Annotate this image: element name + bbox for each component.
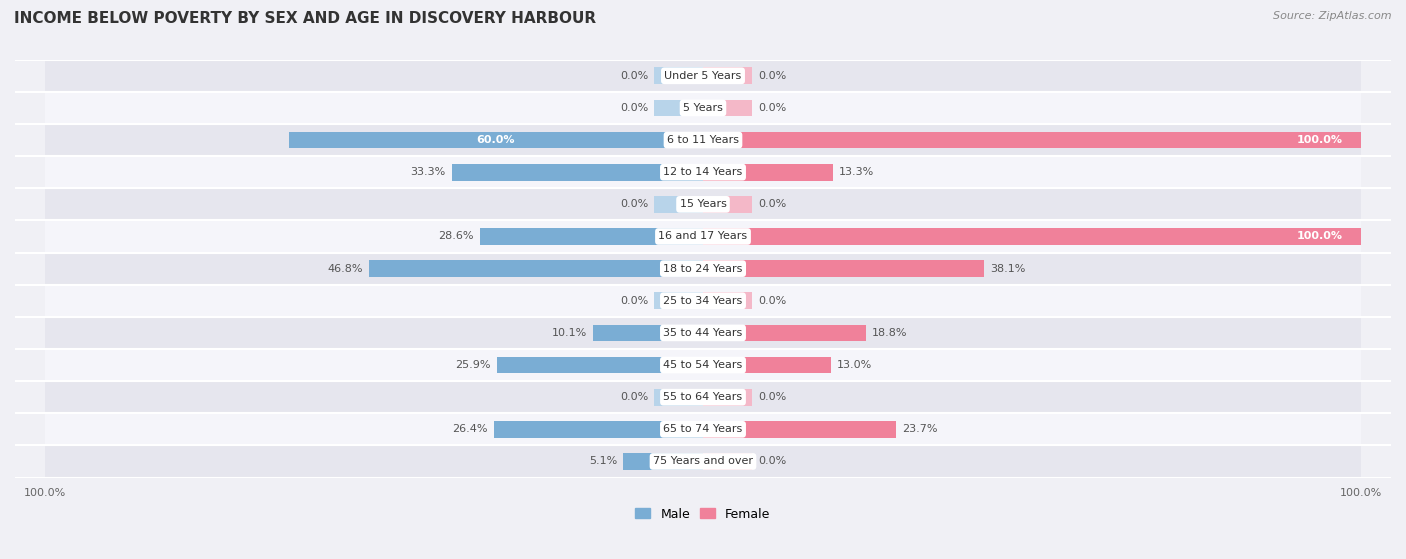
Legend: Male, Female: Male, Female bbox=[630, 503, 776, 525]
Text: 0.0%: 0.0% bbox=[620, 71, 648, 81]
Bar bbox=[703, 357, 831, 373]
Bar bbox=[45, 317, 1361, 349]
Bar bbox=[703, 100, 752, 116]
Bar bbox=[703, 421, 752, 438]
Bar bbox=[654, 196, 703, 213]
Text: Under 5 Years: Under 5 Years bbox=[665, 71, 741, 81]
Bar bbox=[45, 413, 1361, 446]
Text: 0.0%: 0.0% bbox=[758, 457, 786, 466]
Bar bbox=[45, 60, 1361, 92]
Bar bbox=[654, 132, 703, 149]
Bar bbox=[703, 164, 752, 181]
Text: Source: ZipAtlas.com: Source: ZipAtlas.com bbox=[1274, 11, 1392, 21]
Text: 0.0%: 0.0% bbox=[758, 103, 786, 113]
Bar bbox=[45, 156, 1361, 188]
Text: 12 to 14 Years: 12 to 14 Years bbox=[664, 167, 742, 177]
Bar bbox=[654, 325, 703, 341]
Bar bbox=[703, 228, 1361, 245]
Bar bbox=[45, 220, 1361, 253]
Text: 10.1%: 10.1% bbox=[551, 328, 586, 338]
Text: 13.3%: 13.3% bbox=[839, 167, 875, 177]
Bar bbox=[703, 389, 752, 405]
Text: INCOME BELOW POVERTY BY SEX AND AGE IN DISCOVERY HARBOUR: INCOME BELOW POVERTY BY SEX AND AGE IN D… bbox=[14, 11, 596, 26]
Bar bbox=[703, 453, 752, 470]
Bar bbox=[451, 164, 703, 181]
Text: 6 to 11 Years: 6 to 11 Years bbox=[666, 135, 740, 145]
Bar bbox=[481, 228, 703, 245]
Bar bbox=[703, 421, 896, 438]
Text: 16 and 17 Years: 16 and 17 Years bbox=[658, 231, 748, 241]
Bar bbox=[45, 253, 1361, 285]
Text: 15 Years: 15 Years bbox=[679, 200, 727, 209]
Bar bbox=[703, 260, 984, 277]
Bar bbox=[703, 357, 752, 373]
Bar bbox=[654, 292, 703, 309]
Bar bbox=[703, 325, 866, 341]
Bar bbox=[494, 421, 703, 438]
Bar bbox=[703, 132, 752, 149]
Bar bbox=[496, 357, 703, 373]
Bar bbox=[654, 68, 703, 84]
Bar bbox=[290, 132, 703, 149]
Text: 33.3%: 33.3% bbox=[411, 167, 446, 177]
Text: 75 Years and over: 75 Years and over bbox=[652, 457, 754, 466]
Text: 18 to 24 Years: 18 to 24 Years bbox=[664, 264, 742, 273]
Text: 28.6%: 28.6% bbox=[439, 231, 474, 241]
Bar bbox=[45, 124, 1361, 156]
Bar bbox=[45, 285, 1361, 317]
Bar bbox=[654, 357, 703, 373]
Text: 0.0%: 0.0% bbox=[758, 296, 786, 306]
Bar bbox=[45, 381, 1361, 413]
Text: 45 to 54 Years: 45 to 54 Years bbox=[664, 360, 742, 370]
Bar bbox=[654, 228, 703, 245]
Text: 0.0%: 0.0% bbox=[758, 71, 786, 81]
Text: 13.0%: 13.0% bbox=[837, 360, 872, 370]
Bar bbox=[703, 164, 832, 181]
Bar bbox=[703, 260, 752, 277]
Text: 0.0%: 0.0% bbox=[620, 392, 648, 402]
Text: 35 to 44 Years: 35 to 44 Years bbox=[664, 328, 742, 338]
Bar bbox=[654, 164, 703, 181]
Text: 26.4%: 26.4% bbox=[451, 424, 488, 434]
Text: 0.0%: 0.0% bbox=[620, 200, 648, 209]
Text: 0.0%: 0.0% bbox=[620, 296, 648, 306]
Text: 0.0%: 0.0% bbox=[620, 103, 648, 113]
Bar bbox=[623, 453, 703, 470]
Text: 5 Years: 5 Years bbox=[683, 103, 723, 113]
Bar bbox=[45, 446, 1361, 477]
Bar bbox=[703, 228, 752, 245]
Text: 38.1%: 38.1% bbox=[990, 264, 1025, 273]
Bar bbox=[370, 260, 703, 277]
Bar bbox=[593, 325, 703, 341]
Bar bbox=[703, 292, 752, 309]
Text: 25.9%: 25.9% bbox=[456, 360, 491, 370]
Bar bbox=[45, 92, 1361, 124]
Bar bbox=[654, 389, 703, 405]
Text: 23.7%: 23.7% bbox=[903, 424, 938, 434]
Text: 25 to 34 Years: 25 to 34 Years bbox=[664, 296, 742, 306]
Text: 18.8%: 18.8% bbox=[872, 328, 908, 338]
Bar bbox=[654, 421, 703, 438]
Bar bbox=[45, 349, 1361, 381]
Text: 46.8%: 46.8% bbox=[328, 264, 363, 273]
Bar bbox=[703, 325, 752, 341]
Text: 100.0%: 100.0% bbox=[1296, 135, 1343, 145]
Text: 100.0%: 100.0% bbox=[1296, 231, 1343, 241]
Text: 65 to 74 Years: 65 to 74 Years bbox=[664, 424, 742, 434]
Bar bbox=[654, 453, 703, 470]
Bar bbox=[703, 68, 752, 84]
Bar bbox=[703, 132, 1361, 149]
Bar bbox=[703, 196, 752, 213]
Bar bbox=[654, 260, 703, 277]
Bar bbox=[654, 100, 703, 116]
Text: 60.0%: 60.0% bbox=[477, 135, 515, 145]
Text: 0.0%: 0.0% bbox=[758, 200, 786, 209]
Text: 0.0%: 0.0% bbox=[758, 392, 786, 402]
Bar bbox=[45, 188, 1361, 220]
Text: 55 to 64 Years: 55 to 64 Years bbox=[664, 392, 742, 402]
Text: 5.1%: 5.1% bbox=[589, 457, 617, 466]
